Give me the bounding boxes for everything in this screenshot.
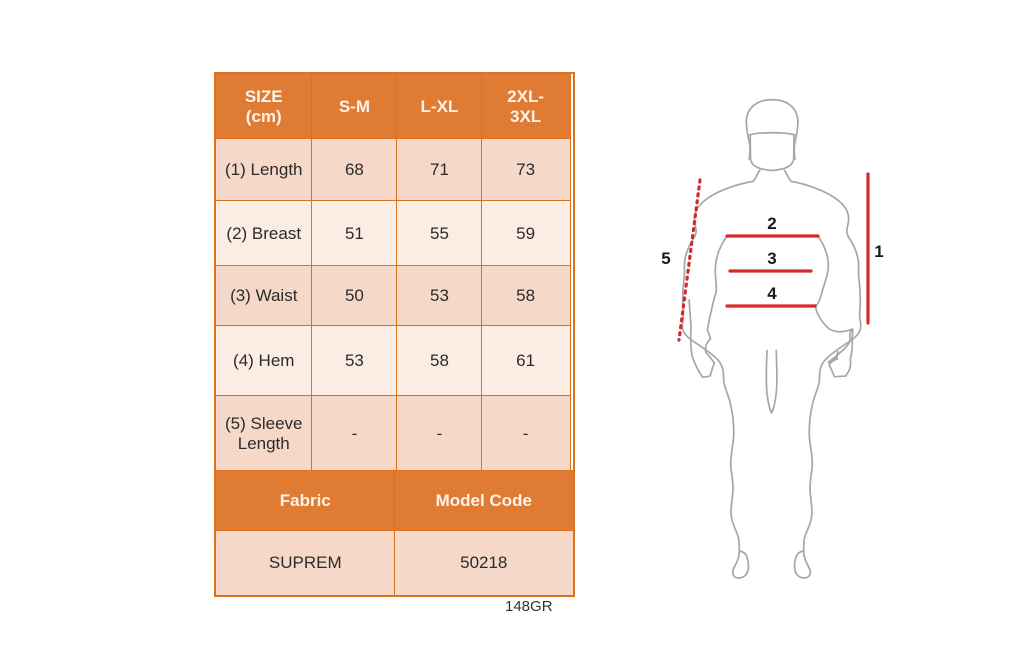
svg-text:5: 5 — [661, 249, 670, 268]
svg-text:2: 2 — [767, 214, 776, 233]
svg-text:4: 4 — [767, 284, 777, 303]
svg-text:1: 1 — [874, 242, 883, 261]
svg-text:3: 3 — [767, 249, 776, 268]
